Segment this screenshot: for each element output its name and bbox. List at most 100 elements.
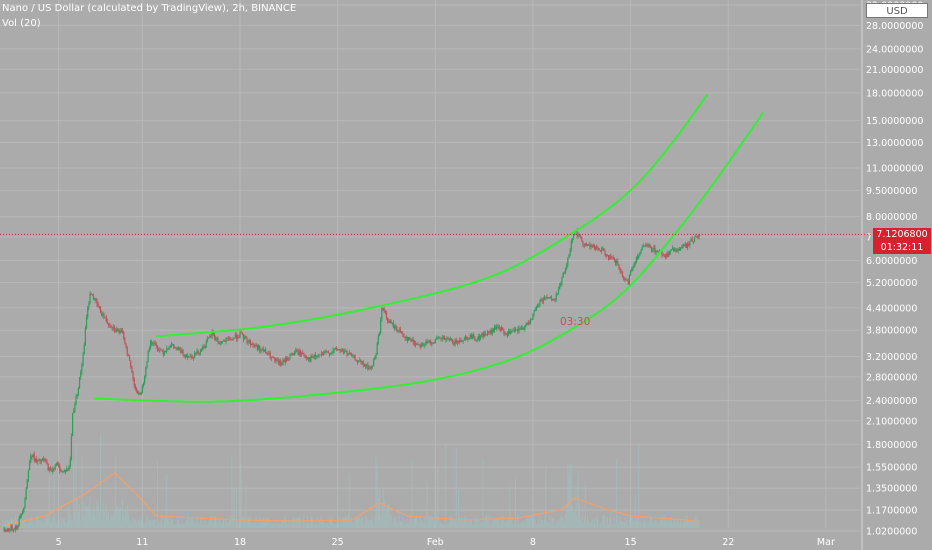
- candle-body: [231, 339, 233, 341]
- candle-body: [6, 528, 9, 532]
- channel-upper-curve[interactable]: [156, 93, 709, 338]
- volume-bar: [473, 524, 475, 528]
- volume-bar: [45, 516, 47, 528]
- volume-bar: [59, 523, 61, 528]
- candle-body: [481, 333, 483, 336]
- volume-bar: [634, 493, 636, 528]
- candle-body: [290, 353, 292, 355]
- volume-bar: [212, 521, 214, 528]
- volume-bar: [517, 515, 519, 528]
- candle-body: [654, 247, 656, 253]
- volume-bar: [482, 460, 484, 528]
- volume-bar: [241, 517, 243, 528]
- candle-body: [688, 243, 690, 246]
- price-tick-label: 1.8000000: [866, 440, 917, 451]
- volume-bar: [213, 515, 215, 528]
- candle-body: [603, 248, 605, 251]
- candle-body: [653, 247, 655, 251]
- candle-body: [657, 251, 660, 253]
- volume-bar: [69, 514, 71, 528]
- volume-bar: [219, 521, 221, 528]
- volume-bar: [385, 508, 388, 528]
- candle-body: [628, 275, 631, 285]
- volume-bar: [504, 520, 506, 528]
- volume-bar: [602, 515, 604, 528]
- volume-bar: [112, 513, 114, 528]
- volume-bar: [428, 516, 431, 528]
- volume-bar: [273, 522, 275, 528]
- candle-body: [553, 299, 555, 301]
- volume-bar: [624, 522, 626, 528]
- volume-bar: [30, 518, 32, 528]
- volume-bar: [105, 503, 107, 528]
- candle-body: [509, 331, 511, 334]
- channel-lower-curve[interactable]: [93, 112, 764, 403]
- volume-bar: [656, 522, 658, 528]
- candle-body: [598, 248, 600, 251]
- candle-body: [318, 354, 320, 357]
- volume-bar: [333, 524, 335, 528]
- volume-bar: [639, 521, 641, 528]
- volume-bar: [5, 524, 7, 528]
- candle-body: [431, 343, 433, 345]
- volume-bar: [299, 517, 301, 528]
- volume-bar: [141, 516, 143, 528]
- candle-body: [382, 307, 384, 309]
- candle-body: [167, 348, 169, 350]
- candle-body: [423, 344, 425, 346]
- volume-bar: [344, 517, 346, 528]
- volume-bar: [627, 524, 629, 528]
- volume-bar: [158, 524, 160, 528]
- candle-body: [573, 234, 575, 239]
- volume-bar: [280, 523, 282, 528]
- candle-body: [320, 353, 322, 355]
- volume-bar: [510, 516, 512, 528]
- candle-body: [188, 356, 190, 358]
- volume-bar: [348, 473, 350, 528]
- volume-bar: [266, 517, 268, 528]
- volume-bar: [591, 518, 593, 528]
- candle-body: [212, 331, 214, 335]
- candle-body: [184, 354, 186, 358]
- candle-body: [241, 332, 243, 335]
- volume-bar: [51, 521, 53, 528]
- volume-bar: [584, 485, 586, 528]
- candle-body: [548, 297, 550, 298]
- candle-body: [630, 271, 632, 276]
- chart-title: Nano / US Dollar (calculated by TradingV…: [2, 3, 297, 14]
- candle-body: [95, 298, 97, 301]
- candle-body: [462, 340, 464, 342]
- volume-bar: [496, 517, 498, 528]
- volume-bar: [687, 519, 689, 528]
- volume-bar: [363, 524, 365, 528]
- volume-bar: [38, 520, 40, 528]
- candle-body: [528, 322, 531, 325]
- candle-body: [449, 339, 452, 340]
- candle-body: [178, 348, 181, 350]
- candle-body: [141, 386, 143, 394]
- candle-body: [106, 321, 109, 324]
- volume-bar: [140, 520, 142, 528]
- price-tick-label: 1.3500000: [866, 484, 917, 495]
- candle-body: [537, 305, 539, 307]
- candle-body: [109, 325, 111, 327]
- volume-bar: [309, 523, 311, 528]
- volume-bar: [270, 520, 272, 528]
- candle-body: [101, 312, 103, 316]
- volume-bar: [34, 524, 36, 528]
- volume-bar: [459, 517, 461, 528]
- currency-badge[interactable]: USD: [866, 3, 928, 18]
- volume-bar: [519, 523, 521, 528]
- candle-body: [330, 353, 332, 355]
- candle-body: [681, 247, 683, 249]
- volume-bar: [196, 517, 198, 528]
- volume-bar: [389, 515, 391, 528]
- volume-bar: [339, 523, 341, 528]
- volume-indicator-label[interactable]: Vol (20): [2, 18, 41, 29]
- volume-bar: [358, 516, 360, 528]
- candle-body: [577, 235, 579, 237]
- volume-bar: [488, 515, 490, 528]
- volume-bar: [527, 515, 529, 528]
- volume-bar: [82, 503, 84, 528]
